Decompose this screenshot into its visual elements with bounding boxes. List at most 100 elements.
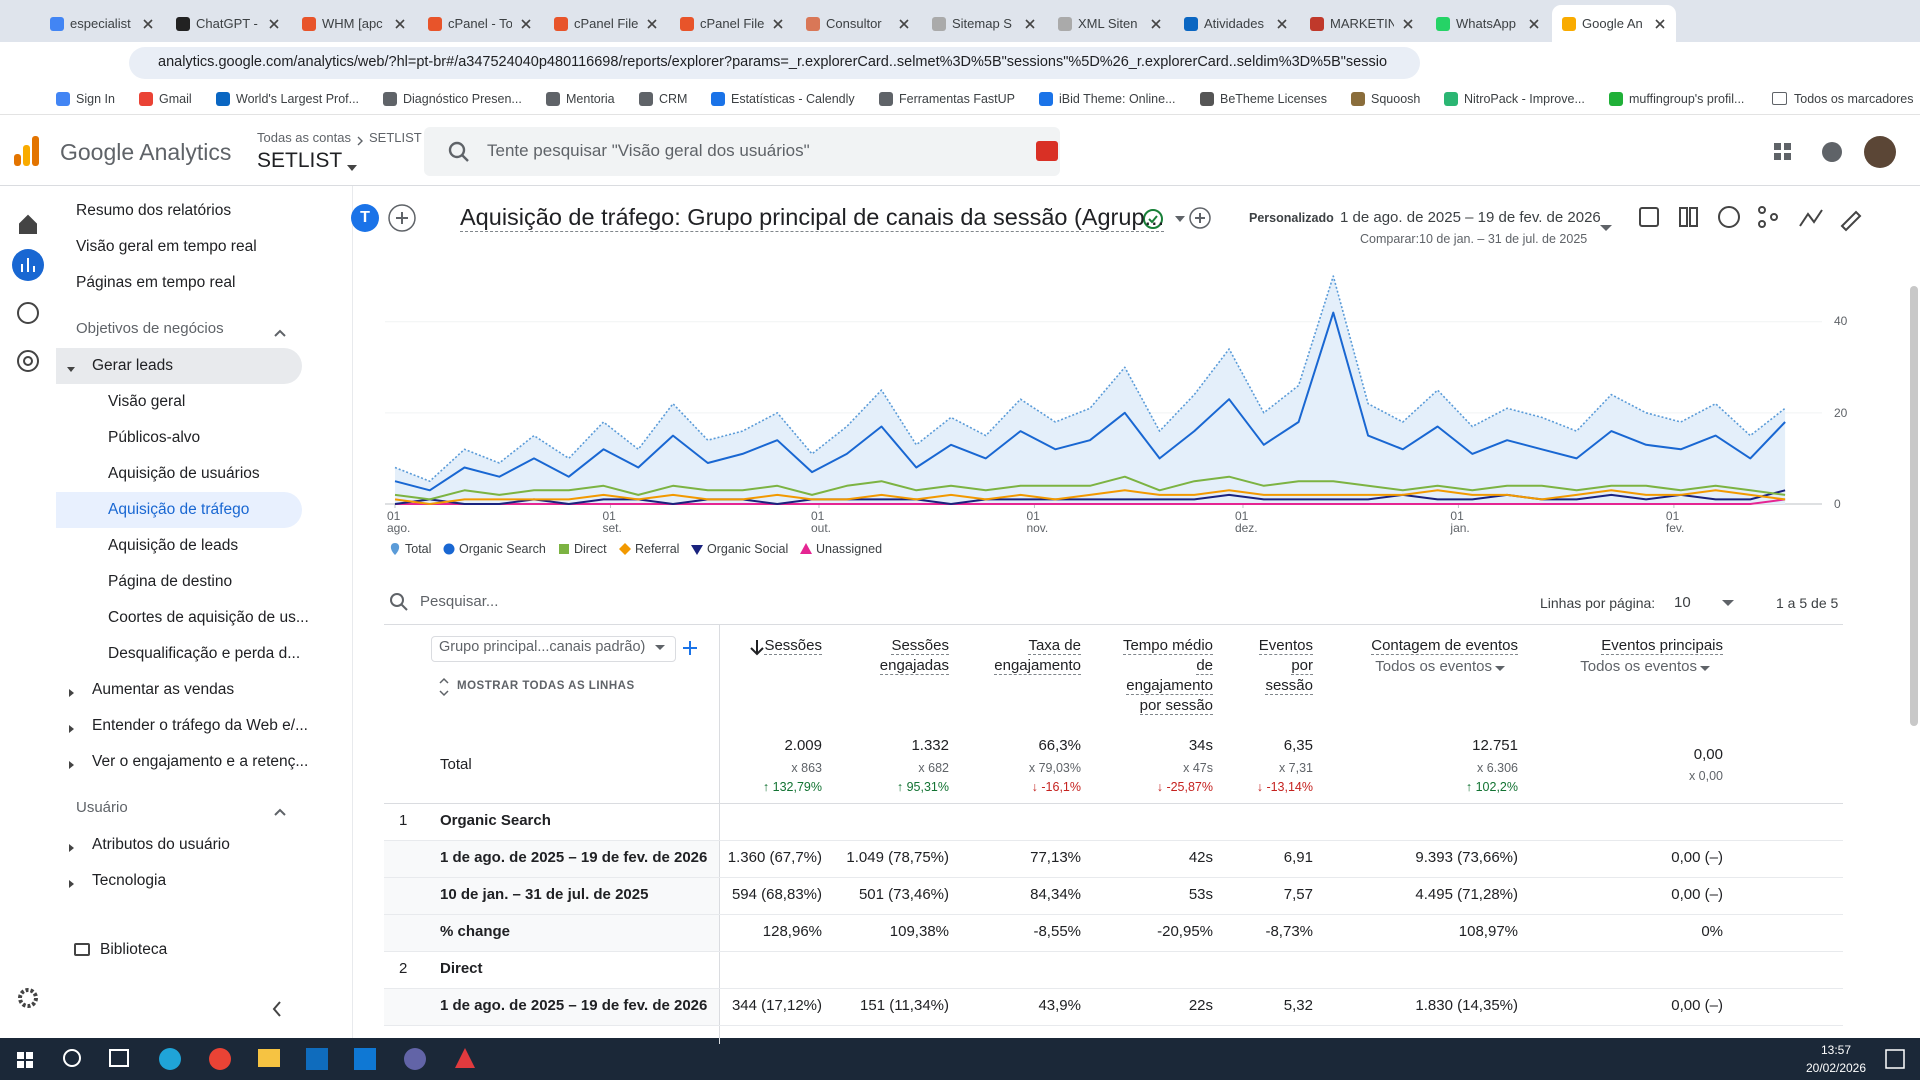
tab-title[interactable]: cPanel - To	[448, 15, 512, 32]
bookmark-icon[interactable]	[1444, 92, 1458, 106]
column-header-label[interactable]: Sessões	[764, 637, 822, 655]
bookmark[interactable]: Squoosh	[1371, 92, 1420, 107]
tab-title[interactable]: Atividades	[1204, 15, 1268, 32]
browser-tab[interactable]: MARKETIN	[1300, 5, 1424, 42]
bookmark[interactable]: World's Largest Prof...	[236, 92, 359, 107]
tab-title[interactable]: cPanel File	[574, 15, 638, 32]
column-header-label[interactable]: Sessões engajadas	[880, 637, 949, 675]
nav-group[interactable]: Tecnologia	[92, 872, 166, 891]
nav-library[interactable]: Biblioteca	[100, 941, 167, 960]
avatar-letter[interactable]: T	[359, 208, 371, 227]
bookmark-icon[interactable]	[383, 92, 397, 106]
tab-title[interactable]: WhatsApp	[1456, 15, 1520, 32]
bookmark-icon[interactable]	[1351, 92, 1365, 106]
browser-tab[interactable]: cPanel - To	[418, 5, 542, 42]
column-header[interactable]: Eventos principais	[1573, 636, 1723, 656]
nav-section[interactable]: Usuário	[76, 799, 128, 817]
bookmark-icon[interactable]	[139, 92, 153, 106]
nav-item[interactable]: Página de destino	[108, 573, 232, 592]
tab-close[interactable]	[772, 17, 784, 29]
legend-label[interactable]: Organic Search	[459, 542, 546, 557]
bookmark[interactable]: NitroPack - Improve...	[1464, 92, 1585, 107]
table-search[interactable]: Pesquisar...	[420, 593, 498, 611]
bookmark[interactable]: CRM	[659, 92, 687, 107]
nav-group[interactable]: Atributos do usuário	[92, 836, 230, 855]
property-name[interactable]: SETLIST	[257, 148, 342, 173]
column-header[interactable]: Contagem de eventos	[1358, 636, 1518, 656]
show-all-rows[interactable]: MOSTRAR TODAS AS LINHAS	[457, 680, 635, 694]
nav-section[interactable]: Objetivos de negócios	[76, 320, 224, 338]
nav-item[interactable]: Coortes de aquisição de us...	[108, 609, 309, 628]
column-header[interactable]: Taxa de engajamento	[981, 636, 1081, 676]
tab-close[interactable]	[520, 17, 532, 29]
tab-close[interactable]	[142, 17, 154, 29]
column-header[interactable]: Sessões engajadas	[859, 636, 949, 676]
bookmark[interactable]: Sign In	[76, 92, 115, 107]
bookmark[interactable]: Gmail	[159, 92, 192, 107]
compare-range[interactable]: Comparar:10 de jan. – 31 de jul. de 2025	[1360, 232, 1587, 247]
library-icon[interactable]	[74, 943, 90, 956]
tab-title[interactable]: Google An	[1582, 15, 1646, 32]
tab-title[interactable]: Sitemap S	[952, 15, 1016, 32]
bookmark-folder[interactable]	[1772, 92, 1787, 105]
legend-label[interactable]: Referral	[635, 542, 679, 557]
range-type[interactable]: Personalizado	[1249, 211, 1334, 226]
tab-title[interactable]: cPanel File	[700, 15, 764, 32]
tab-title[interactable]: Consultor	[826, 15, 890, 32]
nav-item[interactable]: Páginas em tempo real	[76, 274, 235, 293]
tab-title[interactable]: ChatGPT -	[196, 15, 260, 32]
rows-per-page[interactable]: 10	[1674, 594, 1691, 612]
breadcrumb-account[interactable]: SETLIST	[369, 130, 422, 146]
bookmark-icon[interactable]	[1200, 92, 1214, 106]
tab-close[interactable]	[1276, 17, 1288, 29]
legend-label[interactable]: Total	[405, 542, 431, 557]
bookmark[interactable]: Ferramentas FastUP	[899, 92, 1015, 107]
browser-tab[interactable]: WHM [apc	[292, 5, 416, 42]
bookmark[interactable]: Mentoria	[566, 92, 615, 107]
tab-close[interactable]	[1150, 17, 1162, 29]
nav-item[interactable]: Públicos-alvo	[108, 429, 200, 448]
tab-title[interactable]: MARKETIN	[1330, 15, 1394, 32]
column-filter[interactable]: Todos os eventos	[1375, 657, 1492, 677]
tab-close[interactable]	[394, 17, 406, 29]
date-range[interactable]: 1 de ago. de 2025 – 19 de fev. de 2026	[1340, 209, 1601, 227]
browser-tab[interactable]: Atividades	[1174, 5, 1298, 42]
browser-tab[interactable]: Consultor	[796, 5, 920, 42]
legend-label[interactable]: Direct	[574, 542, 607, 557]
column-header-label[interactable]: Eventos principais	[1601, 637, 1723, 655]
bookmark[interactable]: BeTheme Licenses	[1220, 92, 1327, 107]
browser-tab[interactable]: ChatGPT -	[166, 5, 290, 42]
nav-group[interactable]: Ver o engajamento e a retenç...	[92, 753, 308, 772]
nav-item[interactable]: Desqualificação e perda d...	[108, 645, 300, 664]
bookmark-icon[interactable]	[879, 92, 893, 106]
bookmark[interactable]: Estatísticas - Calendly	[731, 92, 855, 107]
column-filter[interactable]: Todos os eventos	[1580, 657, 1697, 677]
nav-item[interactable]: Aquisição de tráfego	[108, 501, 249, 520]
nav-group[interactable]: Entender o tráfego da Web e/...	[92, 717, 308, 736]
breadcrumb[interactable]: Todas as contas	[257, 130, 351, 146]
bookmark-icon[interactable]	[216, 92, 230, 106]
bookmark-icon[interactable]	[1609, 92, 1623, 106]
column-header[interactable]: Eventos por sessão	[1253, 636, 1313, 696]
column-header[interactable]: Tempo médio de engajamento por sessão	[1118, 636, 1213, 716]
column-header-label[interactable]: Tempo médio de engajamento por sessão	[1123, 637, 1213, 715]
browser-tab[interactable]: WhatsApp	[1426, 5, 1550, 42]
tab-title[interactable]: WHM [apc	[322, 15, 386, 32]
browser-tab[interactable]: especialist	[40, 5, 164, 42]
bookmark-icon[interactable]	[711, 92, 725, 106]
browser-tab[interactable]: Sitemap S	[922, 5, 1046, 42]
url-text[interactable]: analytics.google.com/analytics/web/?hl=p…	[158, 54, 1388, 71]
tab-close[interactable]	[1654, 17, 1666, 29]
tab-close[interactable]	[1402, 17, 1414, 29]
search-placeholder[interactable]: Tente pesquisar "Visão geral dos usuário…	[487, 141, 810, 161]
bookmark-icon[interactable]	[546, 92, 560, 106]
nav-item[interactable]: Visão geral em tempo real	[76, 238, 257, 257]
bookmark[interactable]: iBid Theme: Online...	[1059, 92, 1176, 107]
dimension-label[interactable]: Grupo principal...canais padrão)	[439, 639, 645, 656]
nav-item[interactable]: Resumo dos relatórios	[76, 202, 231, 221]
tab-title[interactable]: XML Siten	[1078, 15, 1142, 32]
tab-close[interactable]	[646, 17, 658, 29]
column-header-label[interactable]: Eventos por sessão	[1259, 637, 1313, 695]
tab-close[interactable]	[268, 17, 280, 29]
column-header-label[interactable]: Contagem de eventos	[1371, 637, 1518, 655]
